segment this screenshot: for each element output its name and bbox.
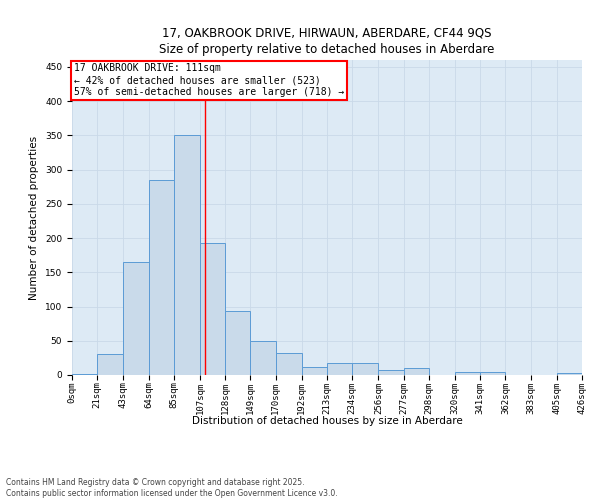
Text: 17 OAKBROOK DRIVE: 111sqm
← 42% of detached houses are smaller (523)
57% of semi: 17 OAKBROOK DRIVE: 111sqm ← 42% of detac… [74, 64, 344, 96]
Bar [97, 354, 124, 375]
Bar [225, 312, 250, 375]
Bar [455, 372, 480, 375]
Text: Contains HM Land Registry data © Crown copyright and database right 2025.
Contai: Contains HM Land Registry data © Crown c… [6, 478, 338, 498]
Bar [250, 341, 275, 375]
Bar [352, 362, 379, 375]
Bar [72, 374, 97, 375]
Bar [404, 368, 429, 375]
Bar [149, 180, 174, 375]
Bar [200, 243, 225, 375]
Bar [327, 362, 352, 375]
Bar [124, 262, 149, 375]
Bar [480, 372, 505, 375]
Bar [174, 136, 200, 375]
Bar [379, 370, 404, 375]
Y-axis label: Number of detached properties: Number of detached properties [29, 136, 40, 300]
Bar [275, 353, 302, 375]
Title: 17, OAKBROOK DRIVE, HIRWAUN, ABERDARE, CF44 9QS
Size of property relative to det: 17, OAKBROOK DRIVE, HIRWAUN, ABERDARE, C… [160, 26, 494, 56]
X-axis label: Distribution of detached houses by size in Aberdare: Distribution of detached houses by size … [191, 416, 463, 426]
Bar [302, 367, 327, 375]
Bar [557, 373, 582, 375]
